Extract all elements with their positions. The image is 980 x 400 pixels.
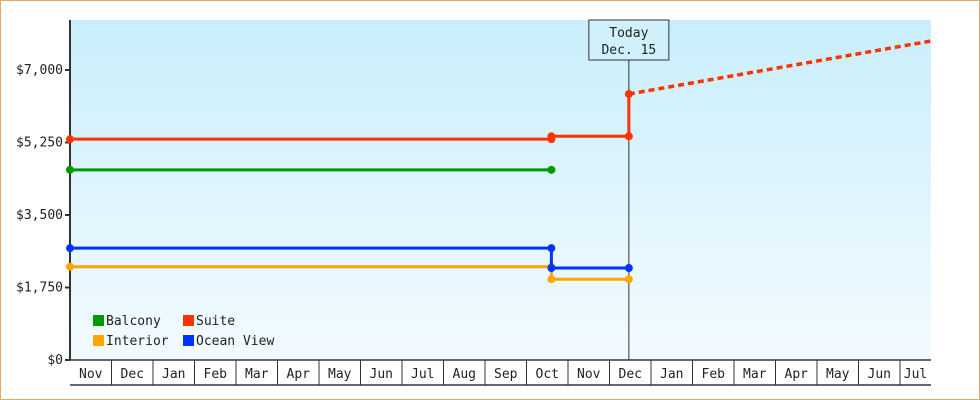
x-tick-label: Sep (494, 367, 518, 382)
legend-label: Ocean View (196, 334, 274, 349)
x-tick-label: Jul (411, 367, 434, 382)
series-interior-point (547, 275, 556, 284)
legend-label: Interior (106, 334, 169, 349)
x-tick-label: Jun (868, 367, 891, 382)
today-label: Today (609, 26, 648, 41)
series-ocean-view-point (547, 244, 556, 253)
y-tick-label: $3,500 (16, 208, 63, 223)
x-tick-label: Feb (204, 367, 228, 382)
series-ocean-view-point (624, 264, 633, 273)
series-balcony-point (547, 165, 556, 174)
x-tick-label: Nov (577, 367, 601, 382)
x-tick-label: Aug (453, 367, 476, 382)
x-tick-label: Apr (785, 367, 809, 382)
today-date: Dec. 15 (601, 43, 656, 58)
y-tick-label: $7,000 (16, 63, 63, 78)
legend-swatch (183, 315, 194, 326)
x-tick-label: May (328, 367, 352, 382)
x-tick-label: Apr (287, 367, 311, 382)
series-ocean-view-point (547, 264, 556, 273)
legend-swatch (183, 335, 194, 346)
x-tick-label: Jun (370, 367, 393, 382)
legend-label: Balcony (106, 314, 161, 329)
series-interior-point (624, 275, 633, 284)
series-suite-point (624, 90, 633, 99)
x-tick-label: Nov (79, 367, 103, 382)
series-ocean-view-point (66, 244, 74, 253)
legend-swatch (93, 335, 104, 346)
series-balcony-point (66, 165, 74, 174)
x-tick-label: Mar (743, 367, 767, 382)
y-tick-label: $0 (47, 353, 63, 368)
series-suite-point (547, 132, 556, 141)
x-tick-label: Mar (245, 367, 269, 382)
x-tick-label: Jan (162, 367, 185, 382)
legend-swatch (93, 315, 104, 326)
y-tick-label: $1,750 (16, 281, 63, 296)
x-tick-label: Feb (702, 367, 726, 382)
x-tick-label: Oct (536, 367, 559, 382)
series-suite-point (66, 135, 74, 144)
series-interior-line (70, 265, 629, 281)
today-label-box (588, 19, 670, 61)
series-suite-forecast-line (628, 39, 932, 96)
x-tick-label: Dec (121, 367, 144, 382)
series-suite-point (624, 132, 633, 141)
x-tick-label: Jan (660, 367, 683, 382)
series-ocean-view-line (70, 246, 629, 270)
x-tick-label: Jul (904, 367, 927, 382)
y-tick-label: $5,250 (16, 136, 63, 151)
series-interior-point (66, 262, 74, 271)
x-tick-label: May (826, 367, 850, 382)
x-tick-label: Dec (619, 367, 642, 382)
legend-label: Suite (196, 314, 235, 329)
plot-area (70, 20, 931, 360)
